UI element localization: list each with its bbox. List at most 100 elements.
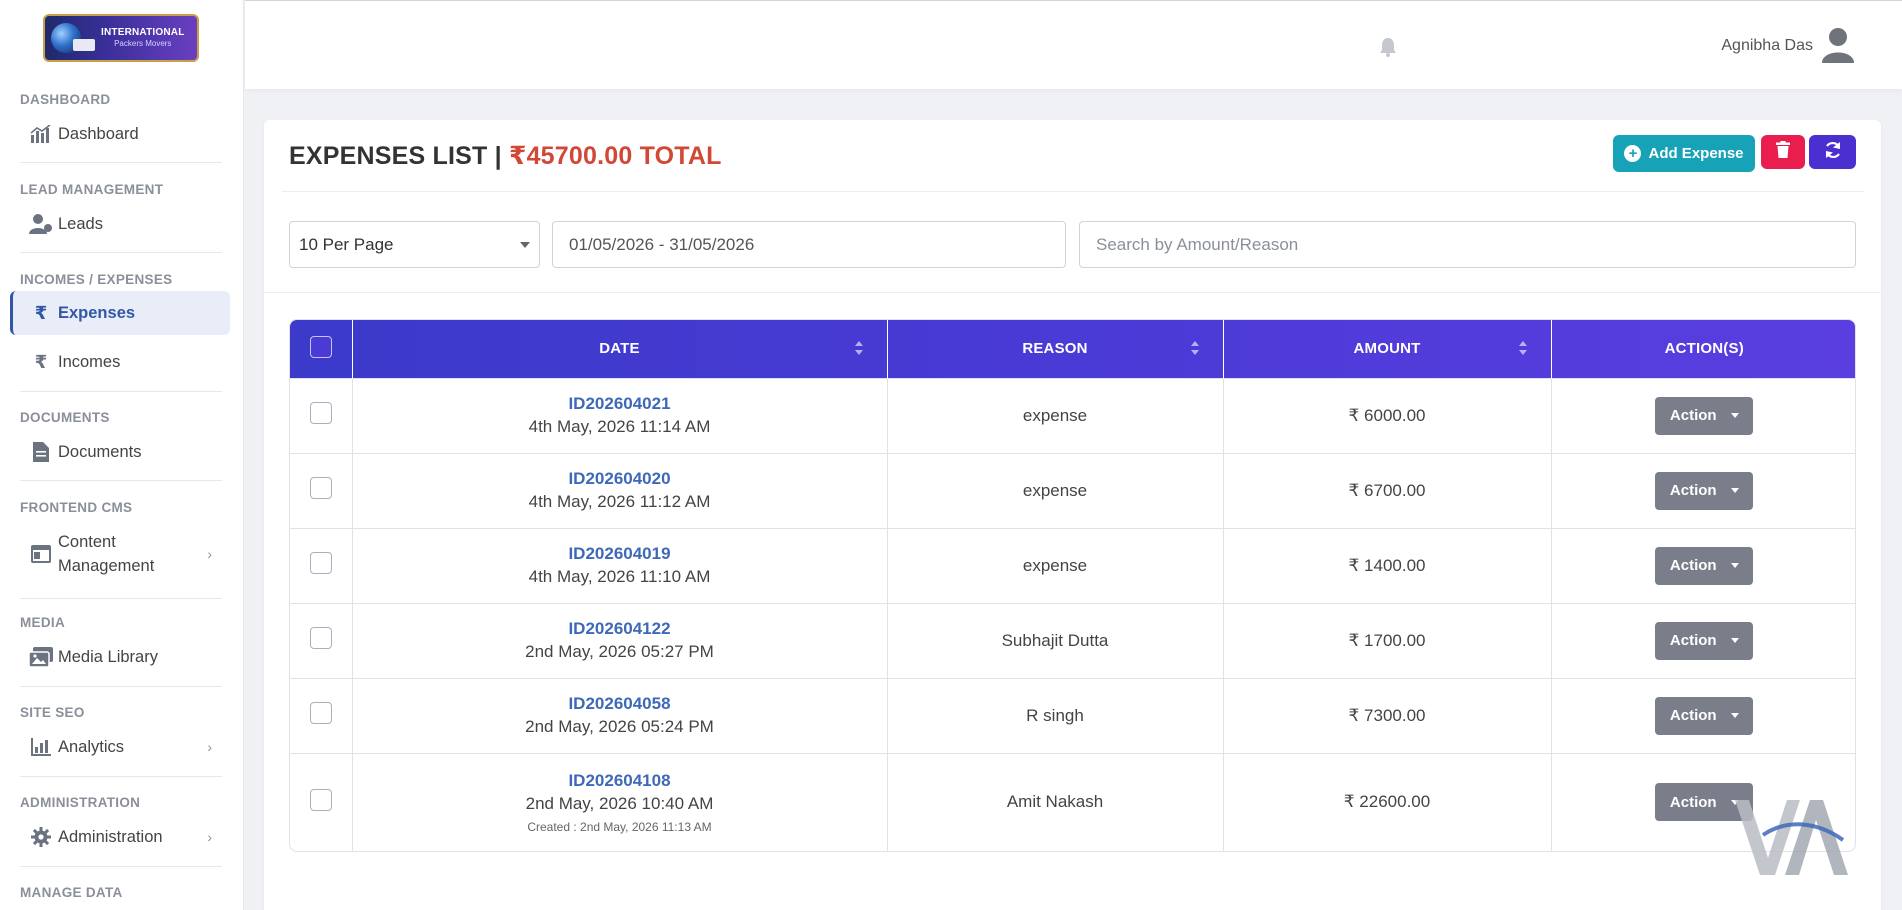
sidebar-item-incomes[interactable]: ₹ Incomes (10, 340, 230, 384)
caret-down-icon (520, 242, 530, 248)
expense-date: 4th May, 2026 11:14 AM (528, 417, 711, 436)
refresh-button[interactable] (1809, 135, 1856, 169)
add-expense-label: Add Expense (1648, 145, 1744, 162)
add-expense-button[interactable]: + Add Expense (1613, 135, 1755, 172)
row-checkbox[interactable] (309, 402, 332, 424)
total-amount: ₹45700.00 TOTAL (508, 142, 722, 170)
section-documents: DOCUMENTS (20, 410, 110, 425)
sidebar-item-expenses[interactable]: ₹ Expenses (10, 291, 230, 335)
action-dropdown-button[interactable]: Action (1655, 696, 1754, 735)
expense-reason: expense (887, 377, 1224, 453)
truck-icon (73, 39, 95, 51)
section-lead-management: LEAD MANAGEMENT (20, 182, 164, 197)
expense-id-link[interactable]: ID202604021 (568, 394, 671, 413)
expense-id-link[interactable]: ID202604020 (568, 469, 671, 488)
expense-reason: R singh (887, 677, 1224, 753)
action-dropdown-button[interactable]: Action (1655, 396, 1754, 435)
brand-line2: Packers Movers (114, 39, 172, 48)
expense-reason: Amit Nakash (887, 752, 1224, 851)
caret-down-icon (1730, 488, 1739, 493)
expense-date: 2nd May, 2026 10:40 AM (525, 793, 714, 813)
gear-icon (29, 827, 53, 847)
trash-icon (1776, 141, 1790, 163)
sidebar-item-label: Analytics (58, 737, 125, 756)
sidebar-item-label: Documents (58, 442, 142, 461)
search-input[interactable] (1079, 221, 1856, 268)
sidebar-item-leads[interactable]: Leads (10, 202, 230, 246)
table-row: ID202604019 4th May, 2026 11:10 AM expens… (290, 527, 1855, 603)
expense-amount: ₹ 1700.00 (1223, 602, 1552, 678)
column-header-reason[interactable]: REASON (887, 320, 1224, 378)
sidebar-item-label: Content Management (58, 533, 155, 575)
column-header-actions: ACTION(S) (1664, 340, 1744, 358)
caret-down-icon (1730, 638, 1739, 643)
section-site-seo: SITE SEO (20, 705, 85, 720)
expense-date: 2nd May, 2026 05:24 PM (525, 717, 714, 736)
user-icon (29, 214, 53, 234)
caret-down-icon (1730, 799, 1739, 805)
sidebar-item-label: Expenses (58, 303, 136, 322)
sidebar-item-label: Incomes (58, 352, 121, 371)
column-header-date[interactable]: DATE (352, 320, 888, 378)
action-dropdown-button[interactable]: Action (1655, 621, 1754, 660)
bell-icon[interactable] (1379, 37, 1397, 57)
sidebar-item-analytics[interactable]: Analytics › (10, 725, 230, 769)
rupee-icon: ₹ (34, 302, 48, 323)
sidebar-item-administration[interactable]: Administration › (10, 815, 230, 859)
user-name[interactable]: Agnibha Das (1721, 37, 1813, 54)
expense-date: 4th May, 2026 11:12 AM (528, 492, 711, 511)
window-icon (29, 544, 53, 564)
chevron-right-icon: › (207, 546, 212, 562)
sidebar-item-content-management[interactable]: Content Management › (10, 526, 230, 582)
expense-amount: ₹ 7300.00 (1223, 677, 1552, 753)
select-all-cell (290, 320, 353, 378)
row-checkbox[interactable] (309, 702, 332, 724)
created-timestamp: Created : 2nd May, 2026 11:13 AM (527, 819, 712, 834)
sidebar-item-label: Leads (58, 214, 103, 233)
delete-button[interactable] (1761, 135, 1805, 169)
page-title: EXPENSES LIST | ₹45700.00 TOTAL (289, 142, 722, 170)
table-row: ID202604058 2nd May, 2026 05:24 PM R sing… (290, 677, 1855, 753)
chevron-right-icon: › (207, 739, 212, 755)
expense-date: 4th May, 2026 11:10 AM (528, 567, 711, 586)
expense-id-link[interactable]: ID202604122 (568, 619, 671, 638)
expense-id-link[interactable]: ID202604058 (568, 694, 671, 713)
action-dropdown-button[interactable]: Action (1655, 546, 1754, 585)
sidebar-item-dashboard[interactable]: Dashboard (10, 112, 230, 156)
brand-line1: INTERNATIONAL (101, 27, 185, 38)
sort-icon (1518, 341, 1527, 357)
row-checkbox[interactable] (309, 627, 332, 649)
sidebar-item-media-library[interactable]: Media Library (10, 635, 230, 679)
row-checkbox[interactable] (309, 788, 332, 811)
sidebar-item-documents[interactable]: Documents (10, 430, 230, 474)
expense-id-link[interactable]: ID202604108 (568, 770, 671, 790)
select-all-checkbox[interactable] (309, 335, 332, 358)
section-media: MEDIA (20, 615, 65, 630)
expense-date: 2nd May, 2026 05:27 PM (525, 642, 714, 661)
expense-reason: expense (887, 452, 1224, 528)
section-administration: ADMINISTRATION (20, 795, 141, 810)
date-range-input[interactable]: 01/05/2026 - 31/05/2026 (552, 221, 1066, 268)
rupee-icon: ₹ (34, 351, 48, 372)
per-page-select[interactable]: 10 Per Page (289, 221, 540, 268)
expense-amount: ₹ 22600.00 (1223, 752, 1552, 851)
caret-down-icon (1730, 413, 1739, 418)
section-frontend-cms: FRONTEND CMS (20, 500, 133, 515)
row-checkbox[interactable] (309, 477, 332, 499)
user-avatar-icon[interactable] (1821, 27, 1855, 63)
top-header: Agnibha Das (245, 0, 1902, 89)
column-header-amount[interactable]: AMOUNT (1223, 320, 1552, 378)
caret-down-icon (1730, 563, 1739, 568)
action-dropdown-button[interactable]: Action (1655, 471, 1754, 510)
watermark-logo (1715, 780, 1855, 890)
section-manage-data: MANAGE DATA (20, 885, 123, 900)
expense-id-link[interactable]: ID202604019 (568, 544, 671, 563)
date-range-value: 01/05/2026 - 31/05/2026 (569, 234, 755, 254)
expense-amount: ₹ 1400.00 (1223, 527, 1552, 603)
expense-amount: ₹ 6700.00 (1223, 452, 1552, 528)
row-checkbox[interactable] (309, 552, 332, 574)
caret-down-icon (1730, 713, 1739, 718)
expense-amount: ₹ 6000.00 (1223, 377, 1552, 453)
brand-logo[interactable]: INTERNATIONAL Packers Movers (43, 14, 199, 62)
chevron-right-icon: › (207, 829, 212, 845)
